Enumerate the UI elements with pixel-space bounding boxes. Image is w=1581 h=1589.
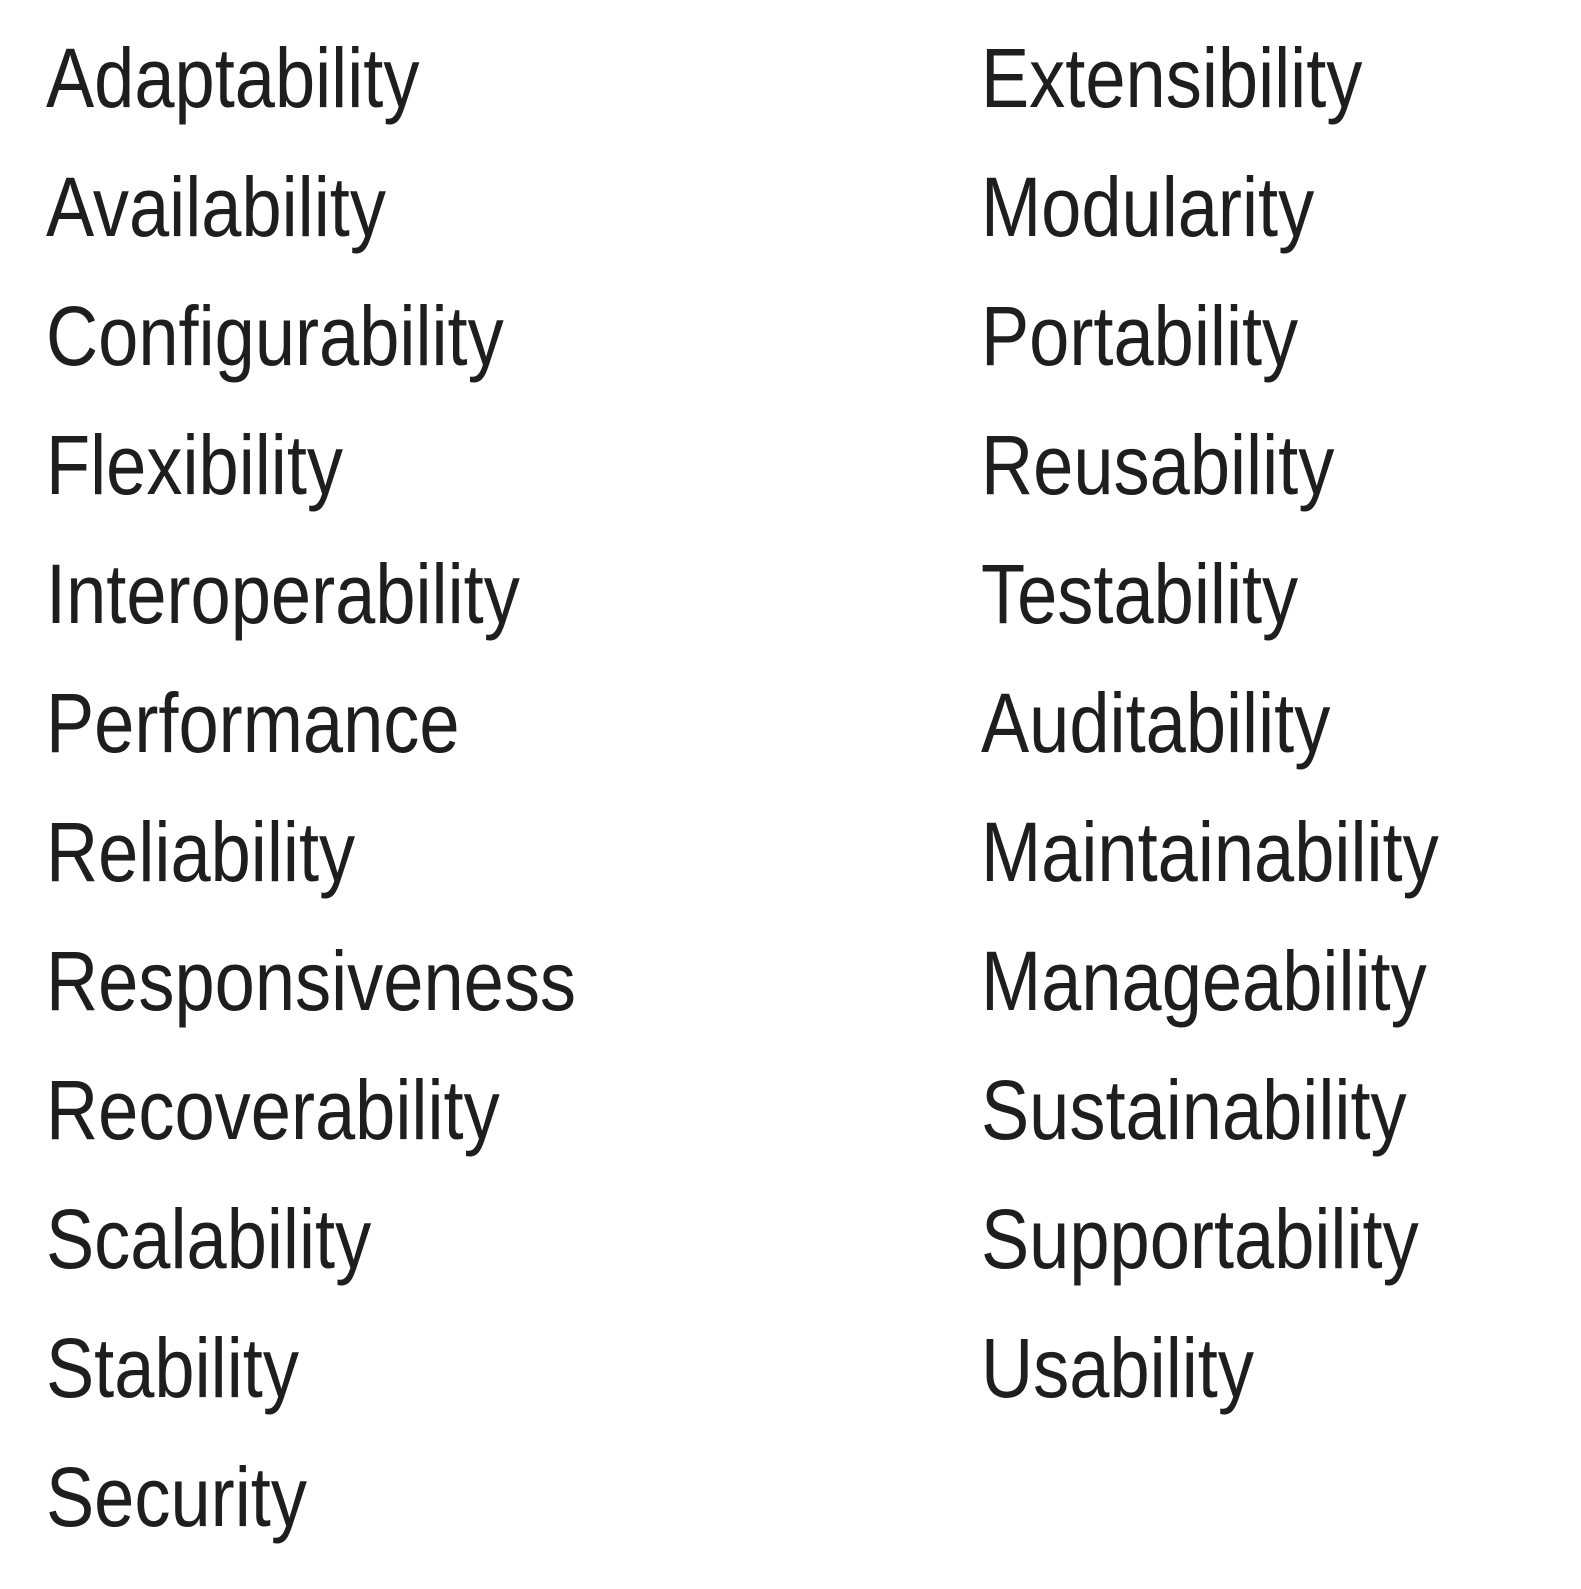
- term-item: Reusability: [981, 418, 1335, 512]
- term-item: Supportability: [981, 1192, 1419, 1286]
- term-item: Configurability: [46, 289, 504, 383]
- term-item: Performance: [46, 676, 460, 770]
- term-item: Security: [46, 1450, 307, 1544]
- term-item: Maintainability: [981, 805, 1439, 899]
- term-item: Availability: [46, 160, 386, 254]
- term-item: Recoverability: [46, 1063, 500, 1157]
- term-item: Sustainability: [981, 1063, 1407, 1157]
- term-item: Modularity: [981, 160, 1315, 254]
- term-item: Flexibility: [46, 418, 344, 512]
- term-item: Scalability: [46, 1192, 372, 1286]
- term-item: Auditability: [981, 676, 1331, 770]
- term-item: Portability: [981, 289, 1299, 383]
- left-column: Adaptability Availability Configurabilit…: [46, 14, 662, 1562]
- term-item: Adaptability: [46, 31, 420, 125]
- term-item: Testability: [981, 547, 1299, 641]
- term-item: Extensibility: [981, 31, 1363, 125]
- term-item: Responsiveness: [46, 934, 577, 1028]
- term-item: Usability: [981, 1321, 1254, 1415]
- term-item: Manageability: [981, 934, 1427, 1028]
- term-item: Reliability: [46, 805, 356, 899]
- term-item: Stability: [46, 1321, 299, 1415]
- term-item: Interoperability: [46, 547, 520, 641]
- right-column: Extensibility Modularity Portability Reu…: [981, 14, 1513, 1433]
